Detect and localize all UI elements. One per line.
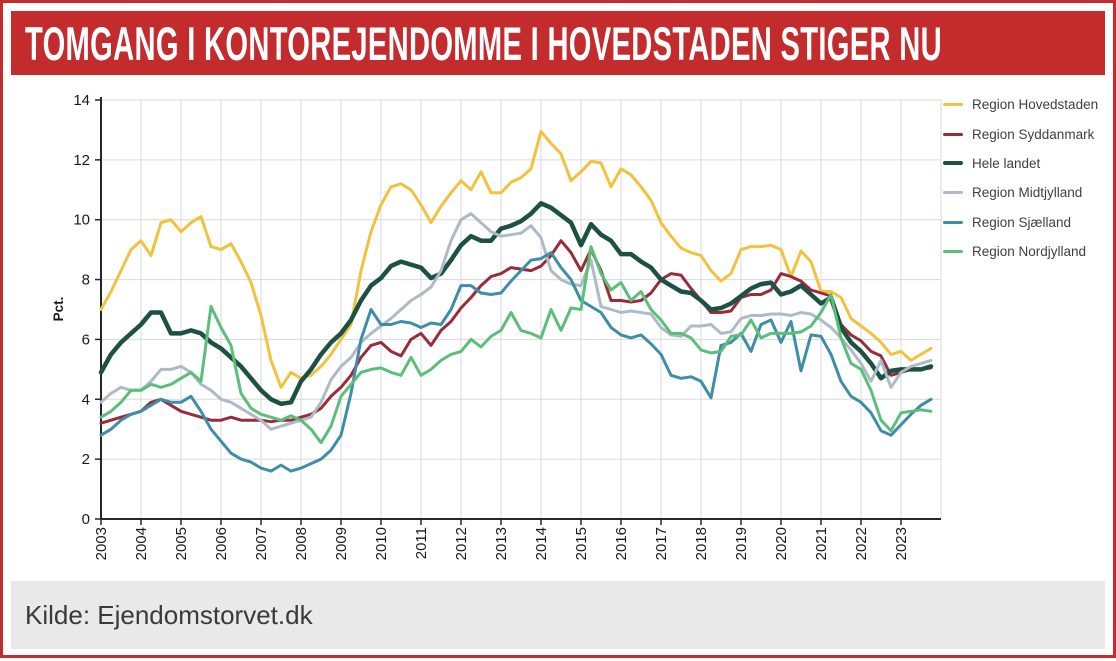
svg-text:2013: 2013	[493, 527, 510, 560]
svg-text:2021: 2021	[813, 527, 830, 560]
legend-item-region-midtjylland: Region Midtjylland	[943, 178, 1115, 207]
legend-swatch-nordjylland	[943, 250, 963, 254]
legend-swatch-syddanmark	[943, 132, 963, 136]
legend-label: Region Midtjylland	[972, 185, 1083, 201]
svg-text:8: 8	[82, 272, 90, 289]
svg-text:4: 4	[82, 391, 90, 408]
legend-label: Region Nordjylland	[972, 244, 1087, 260]
legend-swatch-hovedstaden	[943, 103, 963, 107]
legend-label: Region Hovedstaden	[972, 97, 1099, 113]
svg-text:2: 2	[82, 451, 90, 468]
svg-text:2019: 2019	[733, 527, 750, 560]
title-banner: TOMGANG I KONTOREJENDOMME I HOVEDSTADEN …	[11, 11, 1105, 75]
legend-swatch-sjaelland	[943, 220, 963, 224]
chart-legend: Region Hovedstaden Region Syddanmark Hel…	[943, 90, 1115, 266]
svg-text:2010: 2010	[373, 527, 390, 560]
svg-text:14: 14	[73, 92, 90, 109]
legend-label: Region Sjælland	[972, 214, 1072, 230]
svg-text:2005: 2005	[173, 527, 190, 560]
svg-text:2008: 2008	[293, 527, 310, 560]
svg-text:2012: 2012	[453, 527, 470, 560]
svg-text:2004: 2004	[133, 527, 150, 560]
legend-label: Hele landet	[972, 155, 1041, 171]
legend-label: Region Syddanmark	[972, 126, 1095, 142]
page-title: TOMGANG I KONTOREJENDOMME I HOVEDSTADEN …	[25, 16, 942, 70]
svg-text:10: 10	[73, 212, 90, 229]
svg-text:2022: 2022	[853, 527, 870, 560]
svg-text:2016: 2016	[613, 527, 630, 560]
svg-text:6: 6	[82, 331, 90, 348]
svg-text:Pct.: Pct.	[51, 297, 66, 322]
legend-item-region-nordjylland: Region Nordjylland	[943, 237, 1115, 266]
legend-swatch-midtjylland	[943, 191, 963, 195]
legend-swatch-hele-landet	[943, 161, 963, 166]
svg-text:2017: 2017	[653, 527, 670, 560]
legend-item-region-syddanmark: Region Syddanmark	[943, 119, 1115, 148]
svg-text:2014: 2014	[533, 527, 550, 560]
svg-text:2015: 2015	[573, 527, 590, 560]
svg-text:2003: 2003	[93, 527, 110, 560]
source-bar: Kilde: Ejendomstorvet.dk	[11, 581, 1105, 649]
svg-text:2018: 2018	[693, 527, 710, 560]
svg-text:2011: 2011	[413, 527, 430, 559]
source-text: Kilde: Ejendomstorvet.dk	[25, 599, 313, 630]
legend-item-region-sjaelland: Region Sjælland	[943, 208, 1115, 237]
svg-text:2020: 2020	[773, 527, 790, 560]
legend-item-region-hovedstaden: Region Hovedstaden	[943, 90, 1115, 119]
svg-text:2009: 2009	[333, 527, 350, 560]
svg-text:2007: 2007	[253, 527, 270, 560]
svg-text:0: 0	[82, 511, 90, 528]
vacancy-line-chart: 0 2 4 6 8 10 12 14 2003 2004 2005 2006 2007 2008 2009 2…	[51, 92, 942, 560]
svg-text:12: 12	[73, 152, 90, 169]
legend-item-hele-landet: Hele landet	[943, 149, 1115, 178]
svg-text:2006: 2006	[213, 527, 230, 560]
svg-text:2023: 2023	[893, 527, 910, 560]
